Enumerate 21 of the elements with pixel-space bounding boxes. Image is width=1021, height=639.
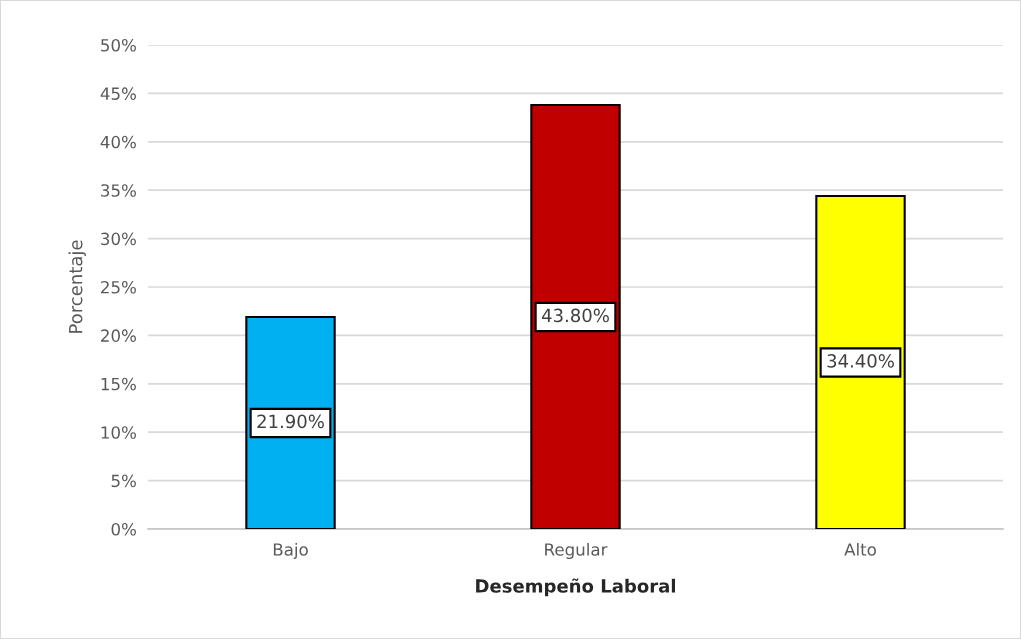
y-tick-label: 15% — [101, 377, 136, 391]
y-tick-label: 20% — [101, 329, 136, 342]
data-label: 34.40% — [827, 354, 894, 368]
y-tick-label: 5% — [111, 474, 136, 488]
x-tick-label: Bajo — [273, 542, 308, 560]
y-tick-label: 0% — [111, 522, 136, 536]
x-axis-title: Desempeño Laboral — [476, 578, 676, 597]
y-tick-label: 10% — [101, 426, 136, 439]
data-label: 43.80% — [541, 308, 609, 323]
y-tick-label: 45% — [100, 87, 136, 100]
y-tick-label: 40% — [100, 135, 136, 149]
y-tick-label: 30% — [101, 232, 136, 246]
bar — [815, 194, 906, 529]
data-label: 21.90% — [257, 414, 324, 429]
bar — [530, 103, 621, 529]
y-axis-title: Porcentaje — [68, 240, 86, 333]
x-tick-label: Alto — [844, 542, 876, 556]
y-tick-label: 50% — [101, 38, 136, 52]
y-tick-label: 25% — [101, 280, 136, 294]
x-tick-label: Regular — [545, 542, 608, 560]
y-tick-label: 35% — [101, 184, 136, 197]
